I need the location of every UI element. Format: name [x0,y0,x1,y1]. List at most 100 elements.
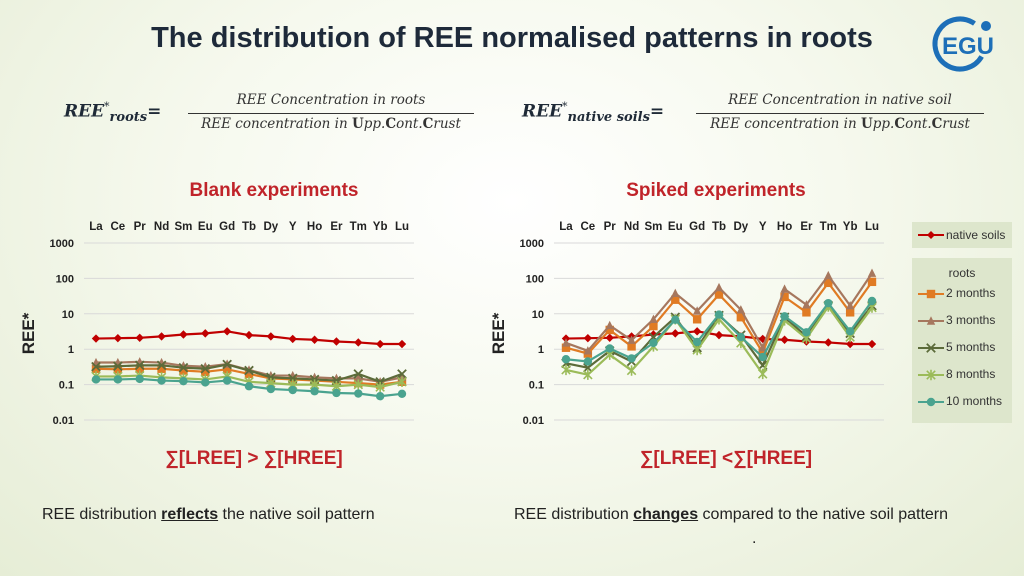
blank-category-label: Gd [219,221,235,233]
spiked-data-point [714,282,724,292]
page-title: The distribution of REE normalised patte… [151,22,873,54]
formula-right-equals: = [649,101,665,122]
blank-data-point [354,338,363,347]
blank-data-point [244,369,254,379]
blank-data-point [266,384,276,394]
blank-category-label: Yb [373,221,388,233]
blank-ytick-label: 0.1 [59,380,74,392]
blank-series-5-months [91,359,407,387]
spiked-data-point [714,310,724,319]
spiked-data-point [561,355,571,364]
spiked-data-point [736,332,746,342]
formula-right-lhs: REE*native soils= [522,100,664,125]
spiked-data-point [780,335,789,344]
blank-data-point [113,365,123,374]
legend-symbol [926,343,936,353]
legend-label: 2 months [946,286,996,300]
blank-data-point [222,376,232,385]
spiked-data-point [867,277,877,287]
blank-data-point [134,360,145,371]
blank-data-point [200,363,211,374]
blank-category-label: Y [289,221,297,233]
spiked-series-3-months [561,268,877,355]
spiked-data-point [802,300,811,309]
blank-data-point [375,381,385,393]
spiked-category-label: Lu [865,221,879,233]
blank-data-point [157,332,166,341]
blank-category-label: Eu [198,221,213,233]
blank-data-point [135,333,144,342]
spiked-data-point [671,295,680,304]
blank-series-10-months [91,374,407,401]
spiked-data-point [714,330,724,340]
formula-left-numerator: REE Concentration in roots [236,92,426,108]
blank-data-point [244,330,254,340]
right-conclusion-period: . [752,530,757,547]
blank-data-point [244,365,254,376]
left-subtitle: Blank experiments [189,180,359,201]
blank-data-point [354,389,363,398]
blank-category-label: Tb [242,221,256,233]
blank-data-point [179,330,188,339]
spiked-ytick-label: 10 [532,309,544,321]
blank-category-label: Sm [174,221,192,233]
spiked-category-label: Nd [624,221,639,233]
blank-category-label: Ho [307,221,322,233]
spiked-category-label: Tb [712,221,726,233]
blank-data-point [222,365,232,374]
legend-marker [918,289,944,299]
legend-symbol [926,397,936,407]
spiked-data-point [583,357,593,366]
spiked-data-point [867,268,877,277]
blank-data-point [222,327,232,336]
blank-data-point [397,339,407,349]
spiked-category-label: Pr [604,221,617,233]
spiked-data-point [692,315,702,324]
spiked-data-point [627,354,636,363]
formula-left-denominator: REE concentration in Upp.Cont.Crust [201,116,461,132]
spiked-experiments-chart: 1000 100 10 1 0.1 0.01 La Ce Pr Nd Sm Eu Gd Tb Dy Y Ho Er… [489,221,884,427]
blank-data-point [201,378,210,387]
blank-ytick-label: 0.01 [53,415,74,427]
spiked-data-point [692,337,702,347]
blank-ytick-label: 1000 [50,238,74,250]
spiked-data-point [627,342,636,351]
blank-data-point [332,388,341,398]
spiked-category-label: Yb [843,221,858,233]
legend-label: 5 months [946,340,996,354]
legend-native-label: native soils [946,228,1006,242]
right-sum-text: ∑[LREE] <∑[HREE] [639,448,813,469]
blank-data-point [91,375,101,384]
blank-category-label: Nd [154,221,169,233]
formula-left-bar [188,113,474,114]
formula-left-lhs: REE*roots= [64,100,161,125]
blank-data-point [310,335,319,344]
spiked-category-label: Ho [777,221,792,233]
spiked-data-point [824,298,833,308]
spiked-ytick-label: 0.1 [529,380,544,392]
formula-left-main: REE [64,101,105,122]
blank-ytick-label: 1 [68,344,74,356]
blank-data-point [201,367,210,376]
blank-data-point [157,376,166,385]
blank-data-point [353,379,364,390]
blank-series-native-soils [91,327,407,349]
legend-marker [918,369,944,381]
blank-data-point [91,364,101,373]
spiked-category-label: Sm [644,221,662,233]
legend-label: 3 months [946,313,996,327]
spiked-data-point [671,288,680,297]
spiked-series-10-months [561,296,877,366]
blank-category-label: Ce [111,221,126,233]
blank-data-point [91,334,101,343]
spiked-data-point [867,296,877,306]
legend-marker [918,316,944,325]
formula-right-main: REE [522,101,563,122]
spiked-data-point [605,320,614,330]
spiked-data-point [649,338,658,348]
spiked-data-point [605,325,614,335]
spiked-data-point [561,343,571,352]
spiked-data-point [649,321,658,331]
spiked-data-point [845,327,855,336]
legend-roots-header: roots [948,266,976,280]
